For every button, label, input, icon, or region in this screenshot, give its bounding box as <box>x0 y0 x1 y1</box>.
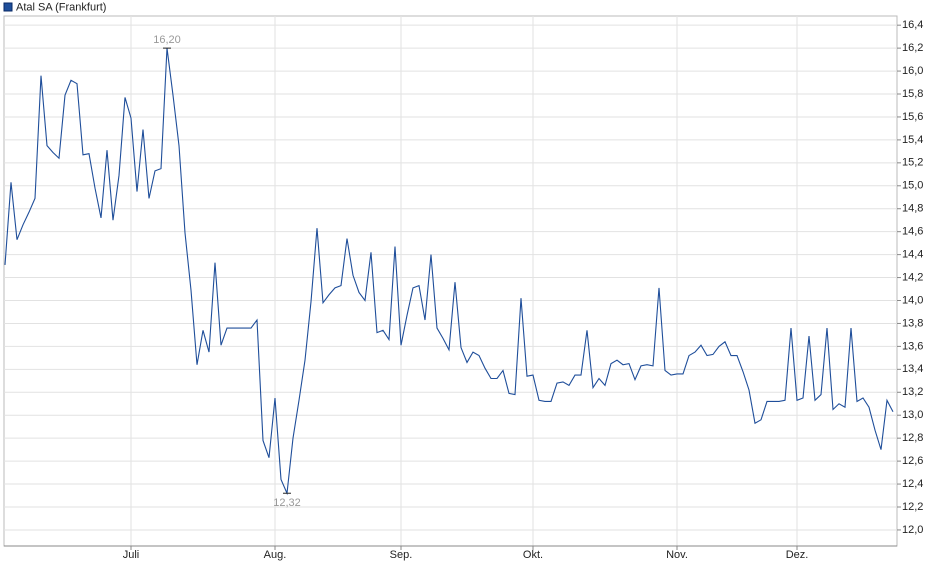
y-tick-label: 14,4 <box>902 249 923 261</box>
plot-area <box>3 15 898 547</box>
x-tick-label: Dez. <box>786 549 809 561</box>
x-tick-label: Juli <box>123 549 140 561</box>
y-tick-label: 16,0 <box>902 65 923 77</box>
y-tick-label: 15,8 <box>902 88 923 100</box>
y-tick-label: 12,6 <box>902 455 923 467</box>
y-tick-label: 13,4 <box>902 363 923 375</box>
y-tick-label: 15,0 <box>902 180 923 192</box>
y-tick-label: 12,8 <box>902 432 923 444</box>
legend-label: Atal SA (Frankfurt) <box>16 1 106 13</box>
y-tick-label: 14,0 <box>902 294 923 306</box>
y-tick-label: 12,4 <box>902 478 923 490</box>
y-tick-label: 14,8 <box>902 203 923 215</box>
x-tick-label: Sep. <box>390 549 413 561</box>
y-tick-label: 15,6 <box>902 111 923 123</box>
y-tick-label: 12,2 <box>902 501 923 513</box>
y-tick-label: 16,4 <box>902 19 923 31</box>
y-tick-label: 13,6 <box>902 340 923 352</box>
value-label: 16,20 <box>153 34 181 46</box>
y-tick-label: 13,8 <box>902 317 923 329</box>
y-tick-label: 13,2 <box>902 386 923 398</box>
y-tick-label: 15,4 <box>902 134 923 146</box>
value-label: 12,32 <box>273 497 301 509</box>
y-tick-label: 14,6 <box>902 226 923 238</box>
x-tick-label: Okt. <box>523 549 543 561</box>
y-tick-label: 14,2 <box>902 271 923 283</box>
y-tick-label: 12,0 <box>902 524 923 536</box>
y-tick-label: 15,2 <box>902 157 923 169</box>
price-line <box>4 48 894 496</box>
x-tick-label: Aug. <box>264 549 287 561</box>
y-tick-label: 16,2 <box>902 42 923 54</box>
x-tick-label: Nov. <box>666 549 688 561</box>
y-tick-label: 13,0 <box>902 409 923 421</box>
legend-swatch <box>3 2 13 12</box>
